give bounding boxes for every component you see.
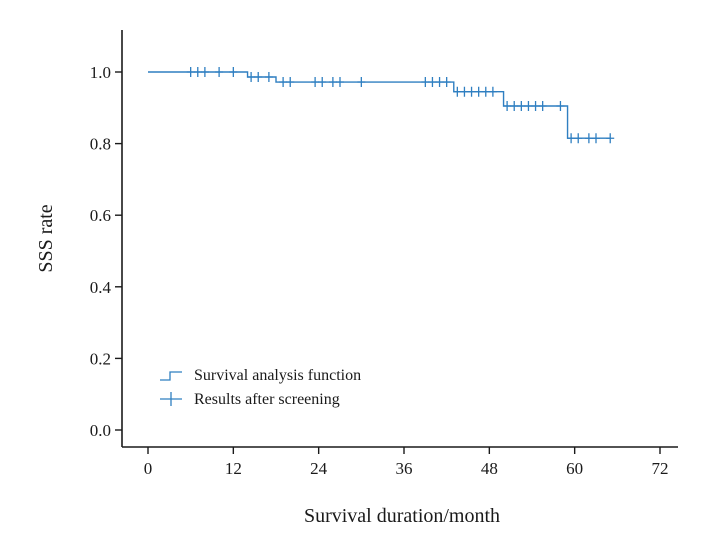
censor-mark [357,77,366,88]
censor-mark [435,77,444,88]
censor-mark [428,77,437,88]
censor-mark [229,67,238,77]
censor-mark [318,77,327,88]
censor-mark [279,77,288,88]
x-tick-label: 12 [225,459,242,478]
censor-mark [215,67,224,77]
censor-mark [531,101,540,112]
censor-mark [510,101,519,112]
censor-mark [567,133,576,144]
censor-mark [247,72,256,83]
censor-mark [453,86,462,97]
y-tick-label: 1.0 [90,63,111,82]
censor-mark [481,86,490,97]
x-tick-label: 0 [144,459,153,478]
x-tick-label: 24 [310,459,328,478]
series-layer [148,67,615,144]
censor-mark [538,101,547,112]
censor-mark [488,86,497,97]
y-tick-label: 0.0 [90,421,111,440]
y-tick-label: 0.4 [90,278,112,297]
censor-mark [186,67,195,77]
y-tick-label: 0.8 [90,135,111,154]
censor-mark [584,133,593,144]
legend-label-censor: Results after screening [194,391,340,408]
censor-mark [592,133,600,144]
y-axis-title: SSS rate [35,204,57,272]
censor-mark [442,77,451,88]
survival-step-line [148,71,611,139]
x-tick-label: 60 [566,459,583,478]
legend-censor-symbol [160,392,182,406]
legend: Survival analysis function Results after … [160,367,361,408]
y-tick-label: 0.2 [90,349,111,368]
censor-mark [467,86,476,97]
censor-mark [264,72,273,83]
censor-mark [328,77,337,88]
censor-mark [311,77,320,88]
x-tick-label: 48 [481,459,498,478]
censor-mark [336,77,344,88]
x-tick-label: 72 [652,459,669,478]
censor-mark [421,77,430,88]
censor-mark [606,133,615,144]
legend-label-survival: Survival analysis function [194,367,361,384]
censor-mark [574,133,583,144]
y-tick-label: 0.6 [90,206,111,225]
censor-mark [503,101,512,112]
censor-mark [556,101,565,112]
censor-mark [286,77,295,88]
censor-mark [524,101,533,112]
censor-mark [474,86,483,97]
censor-mark [517,101,526,112]
axes [121,30,678,448]
x-tick-label: 36 [396,459,413,478]
censor-mark [254,72,263,83]
x-axis-title: Survival duration/month [304,505,500,527]
legend-step-symbol [160,371,182,381]
censor-mark [200,67,209,77]
censor-mark [193,67,202,77]
ticks: 0 12 24 36 48 60 72 0.0 0.2 0.4 0.6 0.8 1.0 [90,63,669,478]
censor-mark [460,86,469,97]
